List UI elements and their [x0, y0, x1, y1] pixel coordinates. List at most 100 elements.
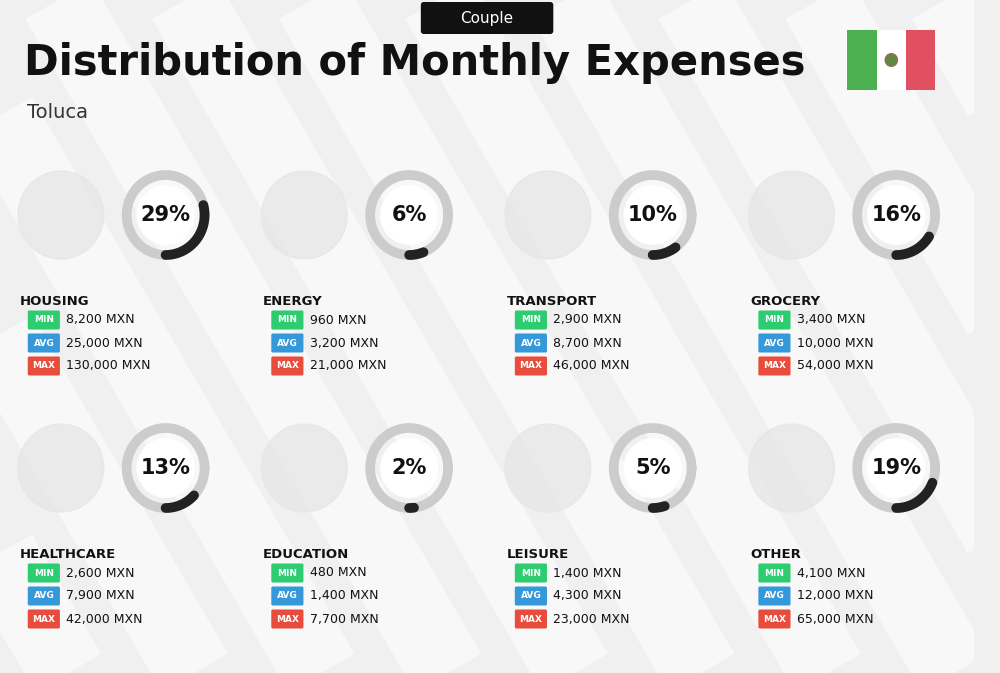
Text: 6%: 6% — [391, 205, 427, 225]
Text: 130,000 MXN: 130,000 MXN — [66, 359, 151, 372]
FancyBboxPatch shape — [28, 310, 60, 330]
Text: 23,000 MXN: 23,000 MXN — [553, 612, 630, 625]
Text: 3,200 MXN: 3,200 MXN — [310, 336, 378, 349]
Text: MAX: MAX — [32, 361, 55, 371]
Text: AVG: AVG — [277, 592, 298, 600]
Text: MAX: MAX — [763, 614, 786, 623]
Text: 4,100 MXN: 4,100 MXN — [797, 567, 865, 579]
Text: 7,700 MXN: 7,700 MXN — [310, 612, 379, 625]
FancyBboxPatch shape — [758, 586, 791, 606]
FancyBboxPatch shape — [421, 2, 553, 34]
Text: Couple: Couple — [460, 11, 514, 26]
FancyBboxPatch shape — [271, 563, 303, 583]
Text: 2%: 2% — [391, 458, 427, 478]
Text: 480 MXN: 480 MXN — [310, 567, 366, 579]
Text: 29%: 29% — [141, 205, 191, 225]
FancyBboxPatch shape — [758, 357, 791, 376]
Circle shape — [381, 439, 438, 497]
Text: GROCERY: GROCERY — [750, 295, 820, 308]
Text: 16%: 16% — [871, 205, 921, 225]
Text: LEISURE: LEISURE — [507, 548, 569, 561]
Text: AVG: AVG — [521, 592, 541, 600]
Text: MAX: MAX — [276, 614, 299, 623]
Circle shape — [137, 186, 194, 244]
Text: AVG: AVG — [33, 339, 54, 347]
Text: AVG: AVG — [277, 339, 298, 347]
Text: 13%: 13% — [141, 458, 191, 478]
Text: MAX: MAX — [519, 614, 542, 623]
Text: MAX: MAX — [32, 614, 55, 623]
Text: MIN: MIN — [277, 316, 297, 324]
Text: MAX: MAX — [519, 361, 542, 371]
Text: 8,700 MXN: 8,700 MXN — [553, 336, 622, 349]
Text: MAX: MAX — [276, 361, 299, 371]
Circle shape — [137, 439, 194, 497]
Text: 4,300 MXN: 4,300 MXN — [553, 590, 622, 602]
Text: 21,000 MXN: 21,000 MXN — [310, 359, 386, 372]
Circle shape — [262, 171, 347, 259]
Circle shape — [868, 186, 925, 244]
Text: 10,000 MXN: 10,000 MXN — [797, 336, 873, 349]
FancyBboxPatch shape — [515, 586, 547, 606]
Text: ENERGY: ENERGY — [263, 295, 323, 308]
Text: EDUCATION: EDUCATION — [263, 548, 349, 561]
FancyBboxPatch shape — [515, 563, 547, 583]
Text: 960 MXN: 960 MXN — [310, 314, 366, 326]
Circle shape — [505, 424, 591, 512]
Bar — [847, 30, 877, 90]
Circle shape — [624, 439, 681, 497]
Circle shape — [381, 186, 438, 244]
Text: MIN: MIN — [764, 316, 784, 324]
Circle shape — [749, 171, 834, 259]
Text: 19%: 19% — [871, 458, 921, 478]
FancyBboxPatch shape — [28, 586, 60, 606]
Text: 46,000 MXN: 46,000 MXN — [553, 359, 630, 372]
FancyBboxPatch shape — [515, 610, 547, 629]
Text: Distribution of Monthly Expenses: Distribution of Monthly Expenses — [24, 42, 806, 84]
FancyBboxPatch shape — [515, 334, 547, 353]
Text: AVG: AVG — [33, 592, 54, 600]
FancyBboxPatch shape — [28, 563, 60, 583]
Text: 5%: 5% — [635, 458, 670, 478]
Text: AVG: AVG — [764, 592, 785, 600]
Circle shape — [749, 424, 834, 512]
FancyBboxPatch shape — [758, 334, 791, 353]
Circle shape — [18, 424, 104, 512]
FancyBboxPatch shape — [271, 610, 303, 629]
Text: 1,400 MXN: 1,400 MXN — [553, 567, 622, 579]
FancyBboxPatch shape — [28, 610, 60, 629]
Text: AVG: AVG — [764, 339, 785, 347]
FancyBboxPatch shape — [758, 610, 791, 629]
Text: MIN: MIN — [34, 569, 54, 577]
FancyBboxPatch shape — [271, 357, 303, 376]
Circle shape — [886, 55, 896, 65]
Circle shape — [624, 186, 681, 244]
FancyBboxPatch shape — [271, 334, 303, 353]
FancyBboxPatch shape — [758, 310, 791, 330]
Text: 42,000 MXN: 42,000 MXN — [66, 612, 143, 625]
Text: HEALTHCARE: HEALTHCARE — [19, 548, 116, 561]
Text: 2,600 MXN: 2,600 MXN — [66, 567, 135, 579]
FancyBboxPatch shape — [28, 357, 60, 376]
Text: 10%: 10% — [628, 205, 678, 225]
Text: AVG: AVG — [521, 339, 541, 347]
Text: Toluca: Toluca — [27, 103, 88, 122]
Text: MIN: MIN — [277, 569, 297, 577]
Bar — [906, 30, 935, 90]
Text: 1,400 MXN: 1,400 MXN — [310, 590, 378, 602]
Text: 65,000 MXN: 65,000 MXN — [797, 612, 873, 625]
Text: MIN: MIN — [34, 316, 54, 324]
Text: 54,000 MXN: 54,000 MXN — [797, 359, 873, 372]
Circle shape — [885, 53, 898, 67]
Text: MIN: MIN — [521, 316, 541, 324]
Text: 25,000 MXN: 25,000 MXN — [66, 336, 143, 349]
Circle shape — [18, 171, 104, 259]
FancyBboxPatch shape — [758, 563, 791, 583]
Circle shape — [505, 171, 591, 259]
Text: MAX: MAX — [763, 361, 786, 371]
FancyBboxPatch shape — [515, 357, 547, 376]
Text: 2,900 MXN: 2,900 MXN — [553, 314, 622, 326]
Circle shape — [868, 439, 925, 497]
Text: 12,000 MXN: 12,000 MXN — [797, 590, 873, 602]
FancyBboxPatch shape — [271, 586, 303, 606]
